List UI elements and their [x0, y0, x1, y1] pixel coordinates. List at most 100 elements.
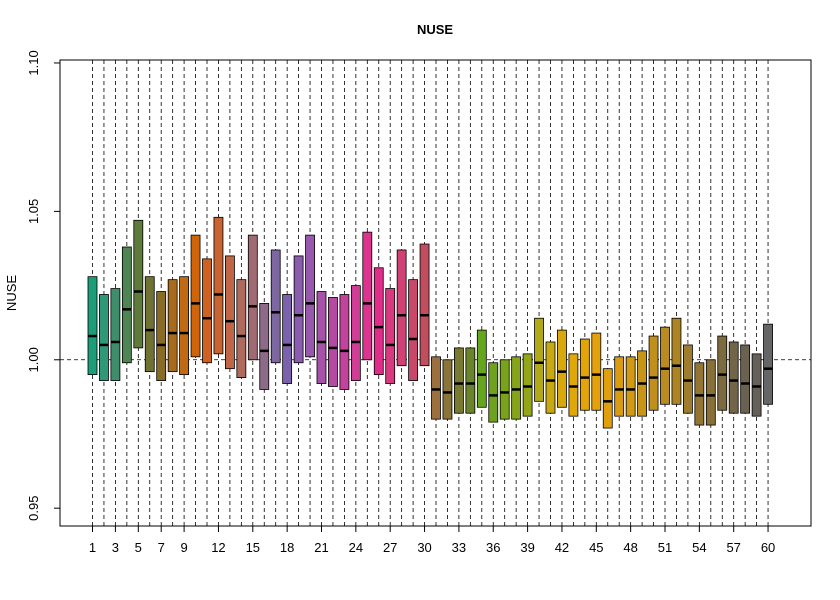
- box-rect-13: [224, 255, 235, 370]
- box-rect-1: [87, 276, 98, 376]
- box-rect-58: [740, 344, 751, 414]
- box-53: [683, 344, 693, 414]
- x-tick-label-1: 1: [89, 540, 96, 555]
- box-24: [350, 285, 361, 381]
- box-10: [190, 234, 201, 358]
- box-rect-14: [236, 279, 247, 378]
- box-8: [167, 279, 178, 373]
- x-tick-label-60: 60: [761, 540, 775, 555]
- box-rect-47: [614, 356, 625, 417]
- box-11: [202, 258, 212, 364]
- y-axis: 0.95 1.00 1.05 1.10: [26, 50, 60, 521]
- box-7: [156, 291, 167, 381]
- box-rect-8: [167, 279, 178, 373]
- box-rect-43: [568, 353, 579, 417]
- box-34: [465, 347, 476, 414]
- box-1: [87, 276, 98, 376]
- x-tick-label-42: 42: [555, 540, 569, 555]
- box-17: [270, 249, 281, 364]
- box-58: [740, 344, 751, 414]
- box-rect-28: [396, 249, 407, 367]
- box-rect-26: [373, 267, 384, 376]
- x-tick-label-36: 36: [486, 540, 500, 555]
- box-55: [705, 359, 716, 426]
- box-rect-11: [202, 258, 212, 364]
- box-rect-51: [660, 326, 670, 405]
- box-rect-19: [293, 255, 304, 364]
- box-43: [568, 353, 579, 417]
- box-13: [224, 255, 235, 370]
- box-15: [247, 234, 258, 361]
- box-35: [476, 329, 487, 408]
- x-tick-label-18: 18: [280, 540, 294, 555]
- x-tick-label-24: 24: [349, 540, 363, 555]
- x-tick-label-51: 51: [658, 540, 672, 555]
- box-rect-24: [350, 285, 361, 381]
- x-tick-label-3: 3: [112, 540, 119, 555]
- box-rect-44: [579, 338, 590, 411]
- box-31: [431, 356, 441, 420]
- box-rect-3: [110, 288, 121, 381]
- box-rect-18: [282, 294, 293, 384]
- box-36: [488, 362, 499, 423]
- box-rect-16: [259, 302, 270, 390]
- box-rect-12: [213, 216, 224, 355]
- box-rect-52: [671, 317, 682, 405]
- box-39: [522, 353, 533, 417]
- box-rect-50: [648, 335, 659, 411]
- box-rect-5: [133, 219, 144, 349]
- box-rect-36: [488, 362, 499, 423]
- box-rect-55: [705, 359, 716, 426]
- box-54: [694, 362, 705, 426]
- box-23: [339, 294, 350, 390]
- x-tick-label-5: 5: [135, 540, 142, 555]
- box-rect-25: [362, 231, 373, 361]
- chart-title: NUSE: [417, 22, 453, 37]
- box-42: [557, 329, 567, 408]
- box-37: [499, 359, 510, 420]
- x-tick-label-21: 21: [314, 540, 328, 555]
- box-rect-40: [534, 317, 544, 402]
- x-tick-label-39: 39: [520, 540, 534, 555]
- y-tick-label-3: 1.10: [26, 50, 41, 75]
- box-rect-53: [683, 344, 693, 414]
- box-12: [213, 216, 224, 355]
- box-45: [591, 332, 602, 411]
- box-rect-27: [385, 288, 396, 384]
- box-47: [614, 356, 625, 417]
- box-rect-35: [476, 329, 487, 408]
- box-32: [442, 359, 453, 420]
- box-rect-30: [419, 243, 430, 367]
- x-tick-label-15: 15: [246, 540, 260, 555]
- box-3: [110, 288, 121, 381]
- box-rect-6: [144, 276, 155, 373]
- box-rect-23: [339, 294, 350, 390]
- box-rect-39: [522, 353, 533, 417]
- x-tick-label-9: 9: [180, 540, 187, 555]
- y-tick-label-2: 1.05: [26, 199, 41, 224]
- box-5: [133, 219, 144, 349]
- box-29: [408, 279, 419, 381]
- box-27: [385, 288, 396, 384]
- box-30: [419, 243, 430, 367]
- plot-frame: [59, 59, 812, 527]
- box-rect-2: [99, 294, 109, 381]
- box-rect-54: [694, 362, 705, 426]
- x-axis: 1 3 5 7 9 12 15 18 21 24 27 30 33 36 39 42 45 48 51 54 57 60: [89, 526, 775, 555]
- box-46: [602, 368, 613, 429]
- y-tick-label-1: 1.00: [26, 347, 41, 372]
- box-49: [637, 350, 647, 417]
- box-rect-46: [602, 368, 613, 429]
- box-rect-4: [121, 246, 132, 364]
- box-19: [293, 255, 304, 364]
- box-38: [511, 356, 522, 420]
- x-tick-label-33: 33: [452, 540, 466, 555]
- box-57: [728, 341, 739, 414]
- box-rect-15: [247, 234, 258, 361]
- box-rect-60: [763, 323, 773, 405]
- box-rect-33: [453, 347, 464, 414]
- box-20: [305, 234, 315, 358]
- box-25: [362, 231, 373, 361]
- box-59: [751, 353, 762, 417]
